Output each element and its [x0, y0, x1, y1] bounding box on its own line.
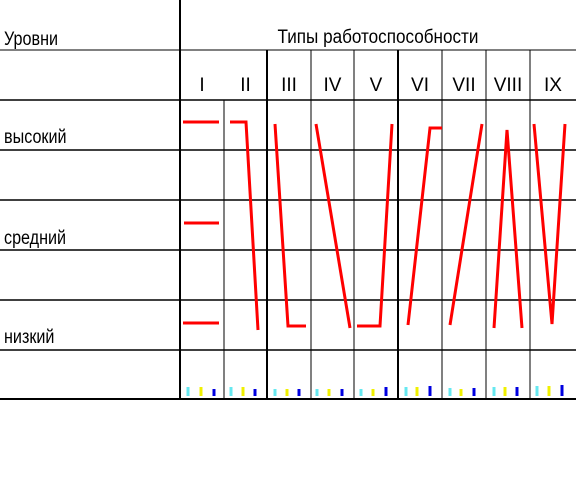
type-label-IV: IV [323, 75, 342, 96]
level-label-low: низкий [4, 327, 55, 348]
type-label-V: V [369, 75, 383, 96]
type-label-VI: VI [411, 75, 429, 96]
type-label-VIII: VIII [493, 75, 523, 96]
type-label-VII: VII [452, 75, 476, 96]
type-label-I: I [199, 75, 205, 96]
types-header: Типы работоспособности [277, 27, 479, 48]
level-label-high: высокий [4, 127, 67, 148]
type-label-IX: IX [544, 75, 562, 96]
curve-type-VII [448, 123, 484, 326]
curve-type-V [357, 123, 394, 328]
type-label-III: III [281, 75, 297, 96]
curve-type-IX [532, 123, 567, 325]
level-label-medium: средний [4, 228, 67, 249]
curve-type-II [230, 120, 260, 331]
color-markers [186, 385, 564, 396]
type-curves [183, 120, 567, 331]
curve-type-VI [406, 126, 442, 326]
curve-type-III [273, 123, 306, 328]
levels-column-header: Уровни [4, 29, 59, 50]
curve-type-IV [314, 123, 352, 329]
curve-type-VIII [492, 129, 524, 329]
type-label-II: II [240, 75, 251, 96]
grid-lines [0, 0, 576, 400]
